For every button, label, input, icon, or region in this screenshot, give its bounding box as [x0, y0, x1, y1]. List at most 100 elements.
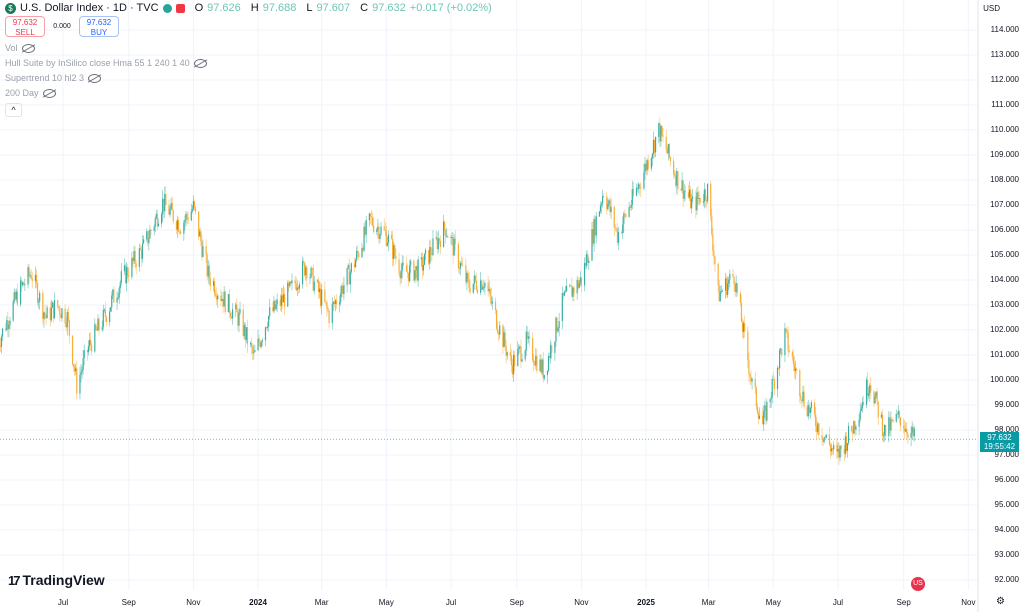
- date-tick-label: Mar: [701, 598, 716, 607]
- candle-down: [739, 292, 742, 303]
- candle-down: [91, 344, 93, 352]
- candle-down: [407, 272, 410, 282]
- indicator-supertrend[interactable]: Supertrend 10 hl2 3: [5, 73, 102, 83]
- candle-down: [718, 284, 720, 302]
- candle-up: [176, 220, 179, 230]
- candle-down: [614, 227, 616, 229]
- candle-down: [892, 419, 894, 422]
- candle-up: [466, 273, 468, 283]
- candle-up: [53, 300, 56, 319]
- candle-down: [468, 279, 470, 288]
- candle-down: [378, 226, 380, 240]
- candle-up: [607, 203, 609, 210]
- candle-up: [111, 295, 113, 308]
- hidden-eye-icon[interactable]: [88, 73, 102, 83]
- candle-up: [539, 359, 541, 371]
- open-value: 97.626: [207, 2, 241, 14]
- candle-down: [281, 295, 284, 303]
- candle-up: [437, 238, 439, 250]
- candle-down: [606, 196, 608, 210]
- candle-down: [689, 189, 692, 209]
- candle-up: [245, 327, 247, 341]
- hidden-eye-icon[interactable]: [42, 88, 56, 98]
- candle-up: [517, 349, 519, 366]
- candle-up: [868, 393, 870, 396]
- candle-up: [764, 405, 766, 412]
- candle-up: [839, 445, 841, 458]
- indicator-200-day[interactable]: 200 Day: [5, 88, 56, 98]
- candle-down: [526, 331, 528, 339]
- market-status-icon: [162, 3, 172, 13]
- gear-icon[interactable]: ⚙: [996, 596, 1005, 607]
- candle-down: [288, 282, 290, 287]
- candle-up: [164, 194, 166, 212]
- candle-up: [595, 216, 597, 236]
- candle-down: [836, 444, 838, 452]
- candle-up: [123, 265, 126, 272]
- candle-up: [482, 287, 484, 290]
- candle-down: [405, 265, 408, 272]
- candle-up: [593, 218, 595, 244]
- candle-down: [717, 263, 719, 285]
- candle-up: [610, 207, 612, 213]
- candle-down: [609, 200, 611, 213]
- candle-down: [44, 312, 46, 316]
- candle-down: [71, 335, 74, 365]
- price-tick-label: 114.000: [990, 25, 1019, 34]
- candle-down: [147, 231, 149, 244]
- tradingview-logo[interactable]: 17 TradingView: [8, 572, 105, 588]
- indicator-vol[interactable]: Vol: [5, 43, 35, 53]
- price-tick-label: 111.000: [991, 100, 1019, 109]
- indicator-hull-suite[interactable]: Hull Suite by InSilico close Hma 55 1 24…: [5, 58, 207, 68]
- candle-down: [325, 301, 327, 303]
- candle-down: [801, 399, 803, 402]
- candle-down: [497, 328, 499, 333]
- candle-up: [313, 281, 315, 291]
- candle-up: [15, 291, 17, 300]
- hidden-eye-icon[interactable]: [193, 58, 207, 68]
- buy-button[interactable]: 97.632 BUY: [79, 16, 119, 37]
- candle-up: [435, 237, 437, 239]
- candle-up: [61, 308, 63, 319]
- sell-button[interactable]: 97.632 SELL: [5, 16, 45, 37]
- candle-down: [744, 323, 746, 332]
- collapse-indicators-button[interactable]: ^: [5, 103, 22, 117]
- candle-down: [732, 273, 734, 277]
- candle-down: [705, 200, 708, 202]
- candle-up: [913, 428, 915, 437]
- candle-up: [276, 299, 278, 305]
- candle-down: [462, 264, 464, 266]
- candle-down: [439, 240, 441, 247]
- candle-up: [377, 226, 379, 230]
- candle-up: [658, 122, 660, 137]
- candle-down: [371, 216, 374, 226]
- candle-up: [558, 321, 560, 329]
- candle-down: [57, 300, 59, 307]
- candle-down: [815, 414, 817, 427]
- candle-up: [578, 282, 580, 288]
- us-flag-icon[interactable]: US: [911, 577, 925, 591]
- candle-down: [840, 445, 842, 449]
- candle-up: [318, 288, 321, 293]
- currency-label[interactable]: USD: [983, 4, 1000, 13]
- candle-up: [810, 402, 813, 408]
- candle-down: [431, 254, 433, 256]
- candle-up: [721, 290, 723, 292]
- candle-up: [875, 391, 877, 397]
- candle-down: [186, 213, 188, 218]
- candle-up: [254, 350, 256, 352]
- hidden-eye-icon[interactable]: [21, 43, 35, 53]
- symbol-title[interactable]: U.S. Dollar Index · 1D · TVC: [20, 2, 159, 14]
- candle-up: [897, 411, 899, 415]
- candle-down: [206, 254, 208, 277]
- candle-down: [570, 285, 572, 287]
- candle-up: [484, 282, 486, 288]
- candle-up: [521, 359, 523, 362]
- price-tick-label: 95.000: [994, 500, 1019, 509]
- candle-up: [19, 280, 22, 305]
- candle-up: [598, 211, 601, 217]
- candle-up: [365, 220, 367, 235]
- candle-up: [346, 268, 348, 286]
- candle-down: [357, 250, 359, 254]
